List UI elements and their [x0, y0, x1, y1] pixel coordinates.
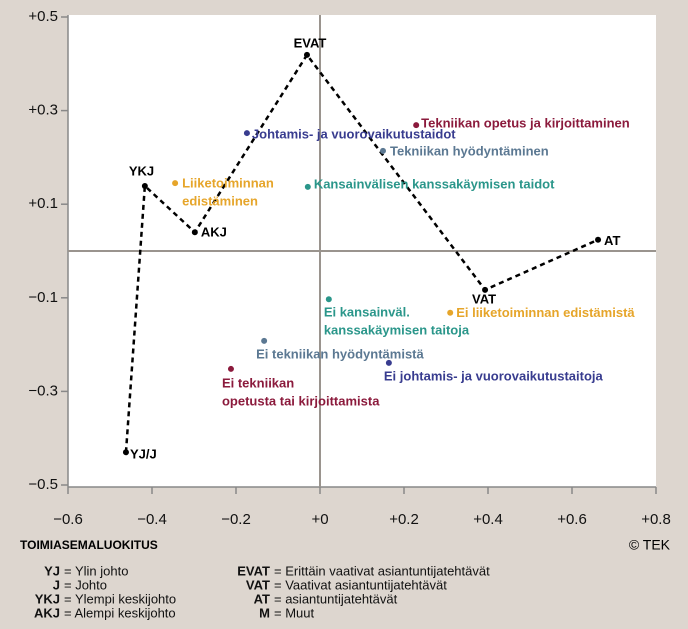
point	[304, 183, 311, 190]
legend-text: = asiantuntijatehtävät	[274, 591, 398, 606]
point	[380, 147, 386, 154]
path-point	[141, 182, 148, 189]
x-tick-label: −0.2	[221, 511, 251, 528]
source: © TEK	[629, 537, 671, 553]
y-tick-label: −0.1	[28, 289, 58, 306]
point-label: Ei liiketoiminnan edistämistä	[456, 305, 635, 320]
path-point	[595, 236, 602, 243]
y-tick-label: +0.1	[28, 195, 58, 212]
path-label: EVAT	[294, 35, 327, 50]
legend-abbr: J	[53, 577, 60, 592]
point	[325, 296, 332, 303]
legend-text: = Muut	[274, 605, 314, 620]
legend-text: = Erittäin vaativat asiantuntijatehtävät	[274, 563, 490, 578]
y-tick-label: −0.3	[28, 382, 58, 399]
legend-text: = Ylin johto	[64, 563, 128, 578]
point	[227, 365, 234, 372]
x-tick-label: +0.8	[641, 511, 671, 528]
x-tick-label: +0.2	[389, 511, 419, 528]
x-tick-label: −0.4	[137, 511, 167, 528]
legend-text: = Alempi keskijohto	[64, 605, 176, 620]
y-tick-label: +0.5	[28, 8, 58, 25]
point-label: Tekniikan opetus ja kirjoittaminen	[421, 116, 630, 131]
point-label: Ei tekniikan	[222, 375, 294, 390]
point	[243, 130, 250, 137]
legend-abbr: YJ	[44, 563, 60, 578]
point-label: Tekniikan hyödyntäminen	[390, 143, 549, 158]
point	[413, 122, 420, 129]
path-point	[482, 286, 489, 293]
point-label: Kansainvälisen kanssakäymisen taidot	[314, 176, 555, 191]
path-label: AT	[604, 233, 620, 248]
path-point	[303, 51, 310, 58]
y-tick-label: +0.3	[28, 102, 58, 119]
point-label: Ei tekniikan hyödyntämistä	[256, 346, 424, 361]
point	[172, 180, 179, 187]
point-label: Ei johtamis- ja vuorovaikutustaitoja	[384, 368, 604, 383]
point-label: opetusta tai kirjoittamista	[222, 393, 380, 408]
path-label: AKJ	[201, 225, 227, 240]
legend-text: = Vaativat asiantuntijatehtävät	[274, 577, 447, 592]
point	[261, 337, 268, 344]
legend-abbr: M	[259, 605, 270, 620]
point-label: edistäminen	[182, 194, 258, 209]
legend-abbr: EVAT	[237, 563, 270, 578]
y-tick-label: −0.5	[28, 476, 58, 493]
path-point	[191, 229, 198, 236]
x-tick-label: +0.4	[473, 511, 503, 528]
x-tick-label: +0	[311, 511, 328, 528]
legend-abbr: VAT	[246, 577, 270, 592]
path-point	[122, 449, 129, 456]
point	[385, 359, 392, 366]
x-axis-title: TOIMIASEMALUOKITUS	[20, 538, 158, 552]
point-label: Liiketoiminnan	[182, 176, 274, 191]
x-tick-label: +0.6	[557, 511, 587, 528]
point	[447, 309, 454, 316]
legend-abbr: YKJ	[35, 591, 60, 606]
legend-abbr: AKJ	[34, 605, 60, 620]
path-label: VAT	[472, 291, 496, 306]
point-label: kanssakäymisen taitoja	[324, 323, 470, 338]
point-label: Johtamis- ja vuorovaikutustaidot	[252, 127, 456, 142]
x-tick-label: −0.6	[53, 511, 83, 528]
legend-abbr: AT	[254, 591, 270, 606]
path-label: YKJ	[129, 163, 154, 178]
legend-text: = Johto	[64, 577, 107, 592]
path-label: YJ/J	[130, 447, 157, 462]
point-label: Ei kansainväl.	[324, 305, 410, 320]
legend-text: = Ylempi keskijohto	[64, 591, 176, 606]
